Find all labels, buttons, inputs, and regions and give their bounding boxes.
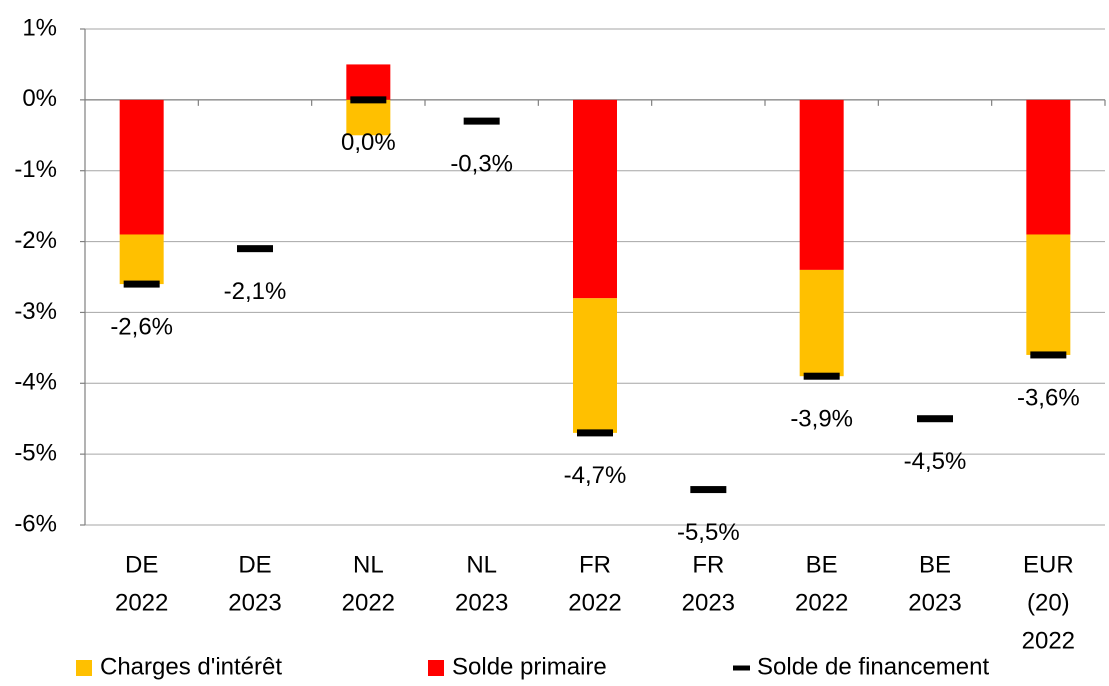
bar bbox=[346, 64, 391, 100]
x-tick-label: (20) bbox=[1027, 589, 1070, 616]
x-tick-label: 2023 bbox=[682, 589, 735, 616]
balance-marker bbox=[237, 245, 273, 253]
data-label: 0,0% bbox=[341, 129, 396, 156]
balance-marker bbox=[803, 372, 840, 380]
balance-marker bbox=[350, 96, 387, 104]
y-tick-label: -5% bbox=[14, 439, 57, 466]
x-tick-label: BE bbox=[806, 551, 838, 578]
data-label: -2,1% bbox=[224, 278, 287, 305]
x-tick-label: 2023 bbox=[228, 589, 281, 616]
x-tick-label: FR bbox=[579, 551, 611, 578]
x-tick-label: BE bbox=[919, 551, 951, 578]
balance-marker bbox=[917, 415, 953, 423]
x-tick-label: NL bbox=[353, 551, 384, 578]
x-tick-label: DE bbox=[125, 551, 158, 578]
legend-swatch bbox=[428, 660, 444, 676]
balance-marker bbox=[577, 429, 613, 437]
x-tick-label: EUR bbox=[1023, 551, 1074, 578]
bar bbox=[573, 298, 617, 433]
bar bbox=[573, 99, 617, 299]
x-tick-label: NL bbox=[466, 551, 497, 578]
balance-marker bbox=[1030, 351, 1067, 359]
x-tick-label: 2023 bbox=[908, 589, 961, 616]
bar bbox=[1026, 99, 1071, 235]
data-label: -4,7% bbox=[564, 462, 627, 489]
y-tick-label: -4% bbox=[14, 369, 57, 396]
legend-label: Charges d'intérêt bbox=[100, 653, 282, 680]
x-tick-label: 2022 bbox=[115, 589, 168, 616]
data-label: -3,6% bbox=[1017, 384, 1080, 411]
y-tick-label: 1% bbox=[22, 14, 57, 41]
x-tick-label: 2022 bbox=[568, 589, 621, 616]
data-label: -4,5% bbox=[904, 448, 967, 475]
balance-marker bbox=[463, 117, 500, 125]
data-label: -2,6% bbox=[110, 313, 173, 340]
balance-marker bbox=[123, 280, 160, 288]
legend-swatch bbox=[76, 660, 92, 676]
data-label: -0,3% bbox=[450, 150, 513, 177]
legend-swatch bbox=[733, 665, 750, 671]
x-tick-label: 2022 bbox=[342, 589, 395, 616]
x-tick-label: FR bbox=[692, 551, 724, 578]
y-tick-label: -2% bbox=[14, 227, 57, 254]
y-tick-label: -1% bbox=[14, 156, 57, 183]
balance-marker bbox=[690, 486, 727, 494]
legend-label: Solde primaire bbox=[452, 653, 607, 680]
x-tick-label: DE bbox=[238, 551, 271, 578]
y-tick-label: -3% bbox=[14, 298, 57, 325]
y-tick-label: 0% bbox=[22, 85, 57, 112]
data-label: -5,5% bbox=[677, 519, 740, 546]
x-tick-label: 2022 bbox=[1022, 627, 1075, 654]
bar bbox=[346, 99, 391, 136]
bar bbox=[1026, 234, 1071, 355]
bar bbox=[799, 99, 844, 270]
legend-label: Solde de financement bbox=[757, 653, 989, 680]
data-label: -3,9% bbox=[790, 406, 853, 433]
x-tick-label: 2022 bbox=[795, 589, 848, 616]
x-tick-label: 2023 bbox=[455, 589, 508, 616]
bar bbox=[119, 99, 164, 235]
bar bbox=[799, 269, 844, 377]
bar bbox=[119, 234, 164, 285]
y-tick-label: -6% bbox=[14, 510, 57, 537]
